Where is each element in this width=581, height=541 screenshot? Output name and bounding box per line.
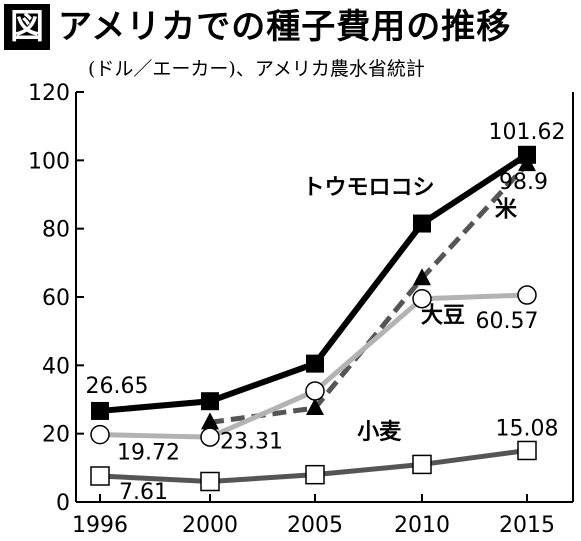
series-point-2 [305,381,325,401]
y-tick-label: 80 [42,218,70,243]
x-tick-label: 2000 [182,513,238,538]
x-tick-label: 1996 [72,513,128,538]
data-labels: 26.65 101.62 98.9 19.72 23.31 60.57 15.08 7.61 ト… [86,120,566,505]
series-point-3 [90,466,110,486]
chart-title: アメリカでの種子費用の推移 [58,7,512,47]
y-tick-label: 20 [42,423,70,448]
series-point-0 [91,401,109,420]
series-point-0 [413,214,431,233]
x-tick-label: 2005 [287,513,343,538]
series-point-3 [517,440,537,461]
data-label: 26.65 [86,374,149,399]
series-point-3 [412,454,432,475]
series-point-0 [201,392,219,411]
data-label: 60.57 [476,309,539,334]
data-label: 15.08 [496,416,559,441]
series-point-1 [413,268,431,286]
chart-subtitle: (ドル／エーカー)、アメリカ農水省統計 [88,58,425,80]
series-name-label: 大豆 [421,304,465,329]
series-point-0 [306,354,324,373]
y-tick-label: 100 [28,149,70,174]
data-label: 23.31 [220,429,283,454]
series-point-3 [305,464,325,485]
series-point-1 [201,412,219,430]
y-tick-label: 120 [28,81,70,106]
series-name-label: トウモロコシ [302,176,434,201]
data-label: 19.72 [117,441,180,466]
series-point-1 [306,398,324,416]
series-point-2 [517,285,537,305]
series-point-2 [90,424,110,445]
series-point-2 [200,427,220,447]
y-tick-label: 0 [56,491,70,516]
y-tick-label: 40 [42,354,70,379]
y-tick-label: 60 [42,286,70,311]
series-name-label: 米 [495,198,518,223]
data-label: 7.61 [119,480,168,505]
series-point-1 [518,154,536,172]
series-point-3 [200,471,220,492]
series-name-label: 小麦 [357,419,402,445]
series-point-2 [412,288,432,309]
x-tick-label: 2010 [394,513,450,538]
data-label: 98.9 [499,170,548,195]
series-markers [90,145,537,492]
data-label: 101.62 [489,120,566,145]
chart-axes: 0 20 40 60 80 100 120 1996 2000 2005 2010 2015 [28,81,574,538]
chart-header: 図 アメリカでの種子費用の推移 (ドル／エーカー)、アメリカ農水省統計 [0,0,581,88]
figure-icon: 図 [4,4,50,50]
x-tick-label: 2015 [499,513,555,538]
